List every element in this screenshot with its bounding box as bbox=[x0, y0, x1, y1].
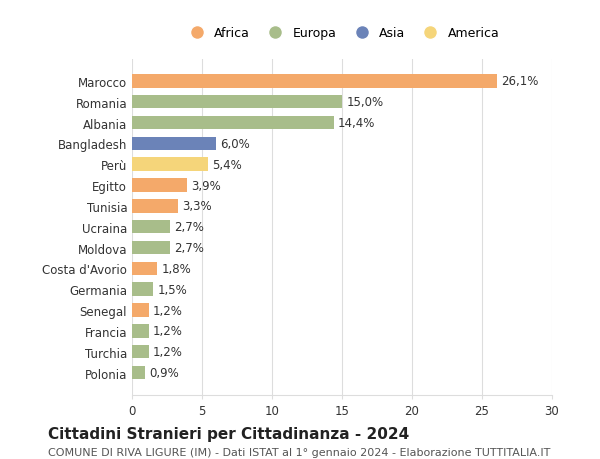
Bar bbox=[132, 137, 216, 151]
Bar bbox=[132, 200, 178, 213]
Bar bbox=[132, 345, 149, 359]
Text: 1,8%: 1,8% bbox=[161, 262, 191, 275]
Text: 0,9%: 0,9% bbox=[149, 366, 179, 379]
Bar bbox=[132, 241, 170, 255]
Bar bbox=[132, 179, 187, 192]
Bar bbox=[132, 303, 149, 317]
Text: 15,0%: 15,0% bbox=[346, 96, 383, 109]
Bar bbox=[132, 158, 208, 172]
Bar bbox=[132, 220, 170, 234]
Text: 14,4%: 14,4% bbox=[338, 117, 375, 130]
Text: 1,2%: 1,2% bbox=[153, 325, 183, 338]
Text: 5,4%: 5,4% bbox=[212, 158, 242, 171]
Bar bbox=[132, 75, 497, 89]
Bar bbox=[132, 283, 153, 297]
Text: 26,1%: 26,1% bbox=[502, 75, 539, 88]
Text: 6,0%: 6,0% bbox=[220, 138, 250, 151]
Text: 3,3%: 3,3% bbox=[182, 200, 212, 213]
Bar bbox=[132, 366, 145, 380]
Bar bbox=[132, 95, 342, 109]
Bar bbox=[132, 117, 334, 130]
Text: 1,5%: 1,5% bbox=[157, 283, 187, 296]
Legend: Africa, Europa, Asia, America: Africa, Europa, Asia, America bbox=[179, 22, 505, 45]
Text: 2,7%: 2,7% bbox=[174, 221, 204, 234]
Text: COMUNE DI RIVA LIGURE (IM) - Dati ISTAT al 1° gennaio 2024 - Elaborazione TUTTIT: COMUNE DI RIVA LIGURE (IM) - Dati ISTAT … bbox=[48, 447, 550, 457]
Text: 2,7%: 2,7% bbox=[174, 241, 204, 254]
Text: Cittadini Stranieri per Cittadinanza - 2024: Cittadini Stranieri per Cittadinanza - 2… bbox=[48, 425, 409, 441]
Text: 1,2%: 1,2% bbox=[153, 304, 183, 317]
Bar bbox=[132, 262, 157, 275]
Bar bbox=[132, 325, 149, 338]
Text: 1,2%: 1,2% bbox=[153, 346, 183, 358]
Text: 3,9%: 3,9% bbox=[191, 179, 221, 192]
